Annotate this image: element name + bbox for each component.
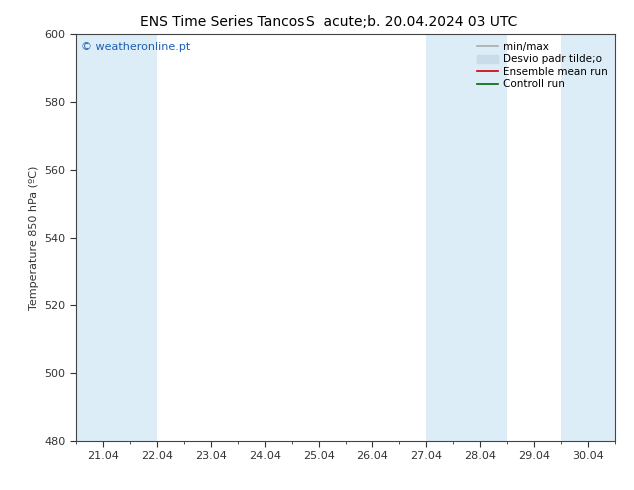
Bar — [426, 34, 507, 441]
Y-axis label: Temperature 850 hPa (ºC): Temperature 850 hPa (ºC) — [29, 166, 39, 310]
Legend: min/max, Desvio padr tilde;o, Ensemble mean run, Controll run: min/max, Desvio padr tilde;o, Ensemble m… — [475, 40, 610, 92]
Bar — [76, 34, 157, 441]
Bar — [561, 34, 615, 441]
Text: S  acute;b. 20.04.2024 03 UTC: S acute;b. 20.04.2024 03 UTC — [306, 15, 518, 29]
Text: ENS Time Series Tancos: ENS Time Series Tancos — [139, 15, 304, 29]
Text: © weatheronline.pt: © weatheronline.pt — [81, 43, 191, 52]
